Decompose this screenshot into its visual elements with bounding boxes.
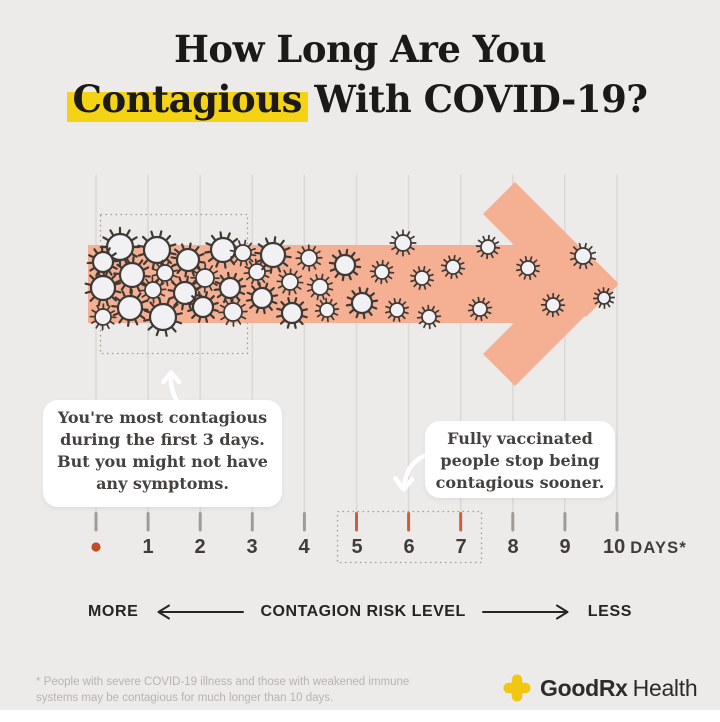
callout-line: people stop being xyxy=(440,451,600,470)
arrow-right-icon xyxy=(481,604,569,620)
virus-particle xyxy=(569,242,597,270)
footnote-line: systems may be contagious for much longe… xyxy=(36,692,334,704)
vaccinated-callout: Fully vaccinated people stop being conta… xyxy=(425,421,615,498)
virus-particle xyxy=(515,255,541,281)
day-label-5: 5 xyxy=(351,536,363,558)
day-label-10: 10 DAYS* xyxy=(603,536,687,559)
virus-particle xyxy=(384,297,410,323)
page-title: How Long Are You Contagious With COVID-1… xyxy=(0,24,720,124)
day-label-3: 3 xyxy=(246,536,258,558)
virus-particle xyxy=(84,269,122,307)
axis-ticks-group xyxy=(94,512,619,532)
virus-particle xyxy=(328,248,362,282)
day-label-1: 1 xyxy=(142,536,154,558)
virus-particle xyxy=(111,289,149,327)
callout-arrow-down-icon xyxy=(393,451,432,492)
virus-particle xyxy=(540,292,566,318)
virus-particle xyxy=(137,230,177,270)
virus-particle xyxy=(243,258,271,286)
days-suffix: DAYS* xyxy=(630,539,687,557)
day-label-9: 9 xyxy=(559,536,571,558)
virus-particle xyxy=(440,254,466,280)
risk-level-label: CONTAGION RISK LEVEL xyxy=(260,603,466,620)
day-label-7: 7 xyxy=(455,536,467,558)
callout-line: Fully vaccinated xyxy=(447,429,593,448)
virus-particles-group xyxy=(84,226,616,337)
callout-arrow-up-icon xyxy=(161,370,182,406)
goodrx-health-logo: GoodRx Health xyxy=(503,674,698,702)
virus-particle xyxy=(187,291,219,323)
day-label-4: 4 xyxy=(298,536,310,558)
most-contagious-dotted-box xyxy=(99,213,249,355)
day-label-8: 8 xyxy=(507,536,519,558)
footnote: * People with severe COVID-19 illness an… xyxy=(36,674,409,706)
virus-particle xyxy=(314,297,340,323)
virus-particle xyxy=(245,281,279,315)
virus-particle xyxy=(276,268,304,296)
arrow-left-icon xyxy=(157,604,245,620)
virus-particle xyxy=(254,236,292,274)
virus-particle xyxy=(170,242,206,278)
virus-particle xyxy=(151,259,179,287)
callout-line: during the first 3 days. xyxy=(60,430,265,449)
day-label-6: 6 xyxy=(403,536,415,558)
virus-particle xyxy=(218,297,248,327)
virus-particle xyxy=(89,303,117,331)
callout-line: You're most contagious xyxy=(57,408,268,427)
bottom-white-strip xyxy=(0,710,720,722)
virus-particle xyxy=(389,229,417,257)
virus-particle xyxy=(369,259,395,285)
virus-particle xyxy=(113,256,151,294)
virus-particle xyxy=(409,265,435,291)
virus-particle xyxy=(229,239,257,267)
footnote-line: * People with severe COVID-19 illness an… xyxy=(36,676,410,688)
title-line-1: How Long Are You xyxy=(173,27,547,71)
callout-line: But you might not have xyxy=(57,452,268,471)
virus-particle xyxy=(306,273,334,301)
virus-particle xyxy=(86,245,120,279)
virus-particle xyxy=(99,226,141,268)
day-label-2: 2 xyxy=(194,536,206,558)
title-line-2: Contagious With COVID-19? xyxy=(0,74,720,124)
virus-particle xyxy=(416,304,442,330)
virus-particle xyxy=(467,296,493,322)
virus-particle xyxy=(143,297,183,337)
virus-particle xyxy=(592,286,616,310)
virus-particle xyxy=(204,231,242,269)
virus-particle xyxy=(167,275,203,311)
virus-particle xyxy=(295,244,323,272)
less-label: LESS xyxy=(587,603,632,620)
virus-particle xyxy=(475,234,501,260)
highlighted-word: Contagious xyxy=(66,74,308,124)
contagion-arrow xyxy=(88,182,618,386)
callout-line: contagious sooner. xyxy=(435,473,605,492)
callout-line: any symptoms. xyxy=(96,474,229,493)
contagion-risk-row: MORE CONTAGION RISK LEVEL LESS xyxy=(88,603,632,621)
brand-wordmark: GoodRx Health xyxy=(540,674,698,701)
virus-particle xyxy=(139,276,167,304)
more-label: MORE xyxy=(88,603,139,620)
day-zero-dot xyxy=(91,542,101,552)
most-contagious-callout: You're most contagious during the first … xyxy=(43,400,282,507)
virus-particle xyxy=(213,271,247,305)
goodrx-plus-icon xyxy=(503,674,531,702)
virus-particle xyxy=(345,286,379,320)
virus-particle xyxy=(190,263,220,293)
virus-particle xyxy=(276,297,308,329)
day-10-number: 10 xyxy=(603,536,626,558)
